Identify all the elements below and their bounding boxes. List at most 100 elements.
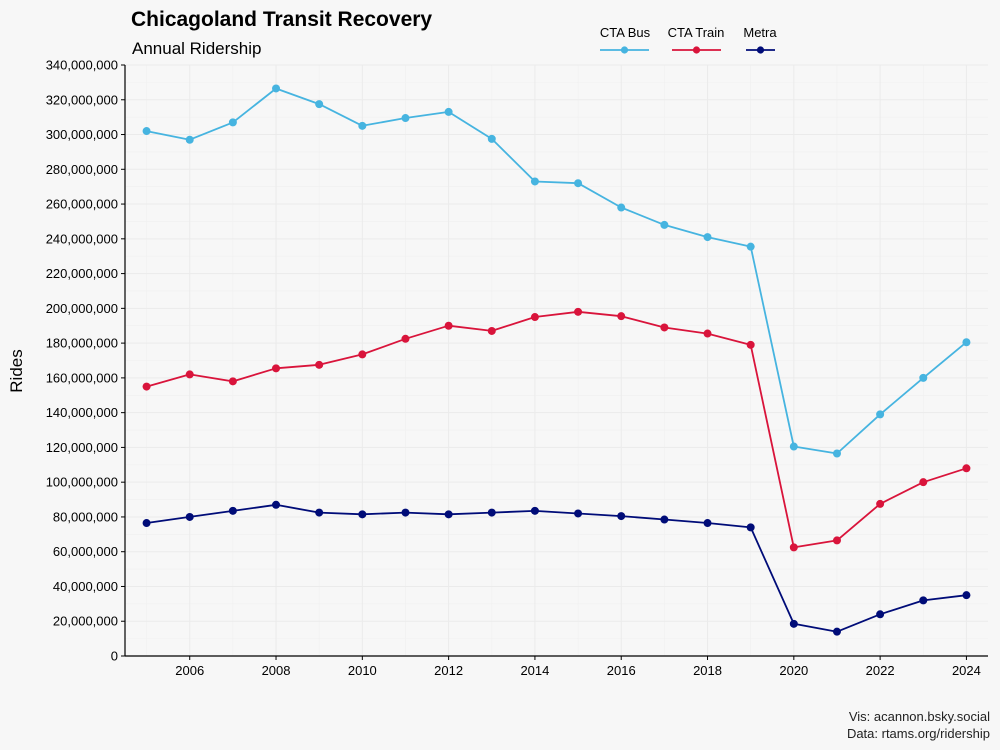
y-tick-label: 80,000,000 xyxy=(53,509,118,524)
data-point-metra xyxy=(185,512,194,521)
y-tick-label: 100,000,000 xyxy=(46,475,118,490)
y-tick-label: 220,000,000 xyxy=(46,266,118,281)
y-tick-label: 280,000,000 xyxy=(46,162,118,177)
data-point-cta-bus xyxy=(789,442,798,451)
data-point-metra xyxy=(444,510,453,519)
series-line-cta-bus xyxy=(146,87,967,455)
x-tick-label: 2024 xyxy=(952,663,981,678)
data-point-cta-train xyxy=(703,329,712,338)
series-cta-train xyxy=(142,307,971,552)
data-point-metra xyxy=(832,627,841,636)
legend-label-cta-bus: CTA Bus xyxy=(600,25,651,40)
data-point-metra xyxy=(962,591,971,600)
x-tick-label: 2014 xyxy=(520,663,549,678)
series-line-metra xyxy=(146,503,967,633)
data-point-cta-bus xyxy=(832,449,841,458)
series-metra xyxy=(142,500,971,636)
data-point-cta-train xyxy=(228,377,237,386)
data-point-cta-train xyxy=(660,323,669,332)
data-point-cta-train xyxy=(574,307,583,316)
data-point-metra xyxy=(919,596,928,605)
x-tick-label: 2006 xyxy=(175,663,204,678)
legend-marker-cta-train xyxy=(692,46,701,54)
data-point-cta-train xyxy=(358,350,367,359)
y-tick-label: 140,000,000 xyxy=(46,405,118,420)
data-point-metra xyxy=(487,508,496,517)
data-point-metra xyxy=(228,506,237,515)
y-tick-label: 60,000,000 xyxy=(53,544,118,559)
data-point-metra xyxy=(617,512,626,521)
data-point-cta-train xyxy=(272,364,281,373)
legend-marker-cta-bus xyxy=(620,46,629,54)
data-point-cta-bus xyxy=(142,127,151,136)
data-point-cta-train xyxy=(444,321,453,330)
legend-item-cta-bus: CTA Bus xyxy=(600,25,651,54)
data-point-cta-train xyxy=(832,536,841,545)
y-tick-label: 200,000,000 xyxy=(46,301,118,316)
data-point-cta-bus xyxy=(487,134,496,143)
data-point-metra xyxy=(703,519,712,528)
data-point-metra xyxy=(660,515,669,524)
data-point-cta-bus xyxy=(315,100,324,109)
data-point-cta-bus xyxy=(919,373,928,382)
x-tick-label: 2022 xyxy=(866,663,895,678)
legend: CTA Bus CTA Train Metra xyxy=(600,25,777,54)
y-axis-title: Rides xyxy=(7,349,26,392)
y-tick-label: 300,000,000 xyxy=(46,127,118,142)
data-point-cta-bus xyxy=(962,338,971,347)
y-tick-label: 40,000,000 xyxy=(53,579,118,594)
data-point-cta-bus xyxy=(876,410,885,419)
data-point-metra xyxy=(530,506,539,515)
data-point-cta-train xyxy=(315,360,324,369)
data-point-metra xyxy=(142,519,151,528)
y-tick-label: 340,000,000 xyxy=(46,58,118,73)
data-point-metra xyxy=(789,619,798,628)
x-tick-label: 2012 xyxy=(434,663,463,678)
x-tick-label: 2008 xyxy=(262,663,291,678)
series-line-cta-train xyxy=(146,310,967,549)
data-point-cta-bus xyxy=(617,203,626,212)
y-tick-label: 20,000,000 xyxy=(53,614,118,629)
y-tick-label: 0 xyxy=(111,649,118,664)
legend-label-cta-train: CTA Train xyxy=(668,25,725,40)
axes: 0 20,000,000 40,000,000 60,000,000 80,000,00… xyxy=(46,58,988,678)
data-point-cta-train xyxy=(401,334,410,343)
y-tick-label: 120,000,000 xyxy=(46,440,118,455)
data-point-cta-bus xyxy=(746,242,755,251)
data-point-cta-bus xyxy=(228,118,237,127)
y-tick-label: 260,000,000 xyxy=(46,197,118,212)
data-point-cta-bus xyxy=(272,84,281,93)
data-point-cta-bus xyxy=(444,107,453,116)
data-point-metra xyxy=(876,610,885,619)
legend-label-metra: Metra xyxy=(743,25,777,40)
data-point-metra xyxy=(272,500,281,509)
data-point-cta-bus xyxy=(703,233,712,242)
data-point-cta-train xyxy=(746,340,755,349)
data-point-cta-bus xyxy=(401,114,410,123)
x-tick-label: 2016 xyxy=(607,663,636,678)
data-point-cta-train xyxy=(185,370,194,379)
data-point-metra xyxy=(358,510,367,519)
data-point-cta-bus xyxy=(660,220,669,229)
x-tick-label: 2020 xyxy=(779,663,808,678)
data-point-cta-bus xyxy=(574,179,583,188)
data-point-cta-train xyxy=(142,382,151,391)
data-point-metra xyxy=(401,508,410,517)
x-tick-label: 2010 xyxy=(348,663,377,678)
data-point-cta-train xyxy=(962,464,971,473)
data-point-metra xyxy=(315,508,324,517)
data-point-cta-bus xyxy=(530,177,539,186)
series-cta-bus xyxy=(142,84,971,458)
data-point-cta-bus xyxy=(358,121,367,130)
data-point-metra xyxy=(574,509,583,518)
data-point-cta-train xyxy=(876,499,885,508)
legend-item-metra: Metra xyxy=(743,25,777,54)
data-point-cta-train xyxy=(530,313,539,322)
chart-title: Chicagoland Transit Recovery xyxy=(131,8,432,31)
x-tick-label: 2018 xyxy=(693,663,722,678)
data-point-cta-train xyxy=(789,543,798,552)
data-point-cta-bus xyxy=(185,135,194,144)
data-point-cta-train xyxy=(919,478,928,487)
legend-marker-metra xyxy=(756,46,765,54)
